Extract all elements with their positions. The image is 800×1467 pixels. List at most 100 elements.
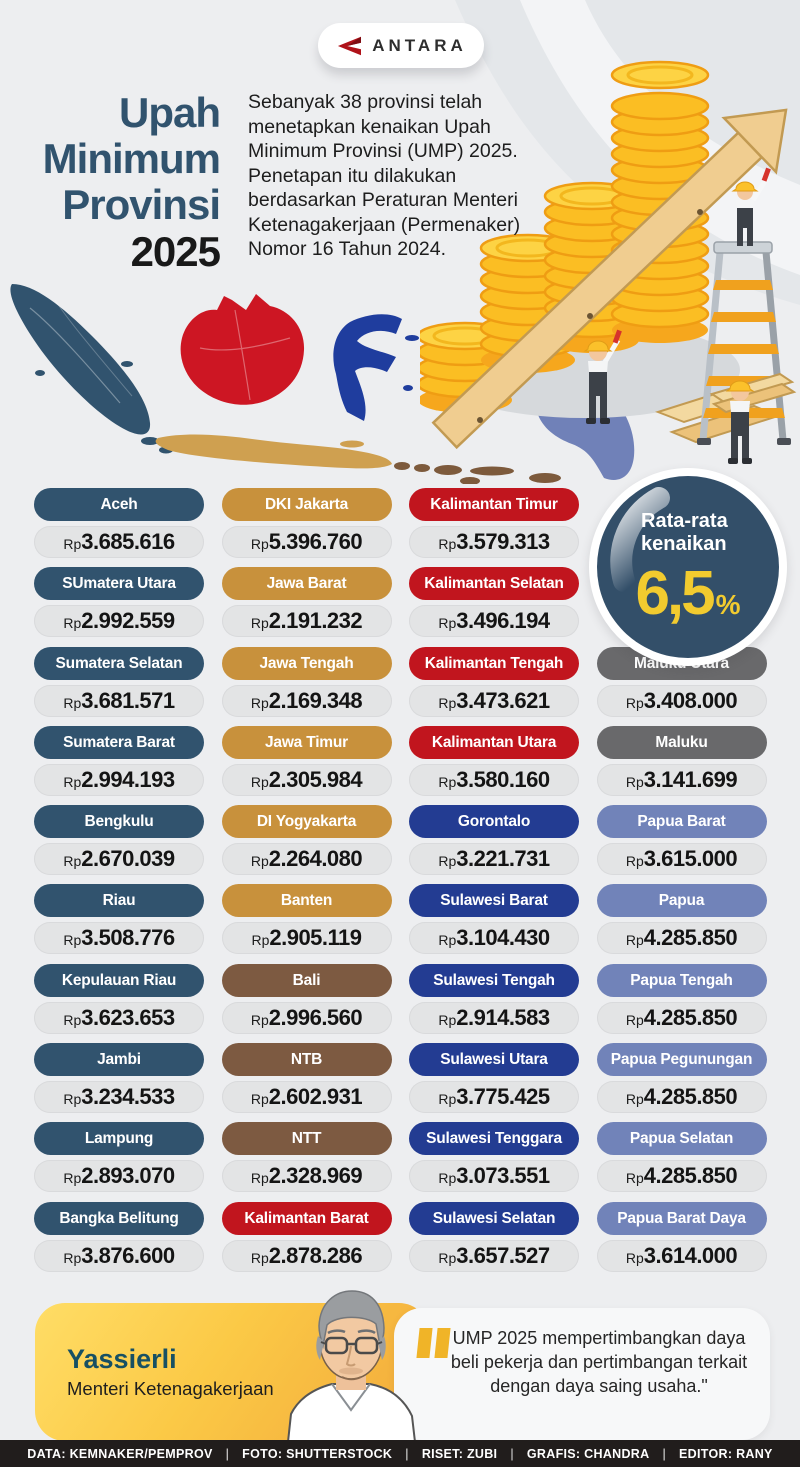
currency-prefix: Rp — [63, 536, 82, 552]
title-line-2: Minimum — [42, 135, 221, 182]
province-name-pill: NTB — [221, 1043, 392, 1077]
province-name-pill: Sulawesi Selatan — [409, 1201, 579, 1235]
province-name-pill: Bali — [221, 963, 392, 997]
currency-prefix: Rp — [438, 1011, 457, 1028]
badge-gloss-highlight — [610, 487, 670, 592]
province-name-pill: Sulawesi Tenggara — [409, 1122, 579, 1156]
wage-value: 2.670.039 — [81, 846, 175, 872]
currency-prefix: Rp — [625, 773, 644, 790]
province-wage-pill: Rp3.580.160 — [409, 763, 579, 796]
currency-prefix: Rp — [250, 615, 269, 632]
wage-value: 2.169.348 — [268, 687, 363, 713]
province-entry: Kepulauan Riau Rp3.623.653 — [34, 963, 204, 1034]
province-name-pill: Kalimantan Selatan — [409, 567, 579, 601]
province-name-pill: Sumatera Barat — [34, 725, 204, 759]
worker-painting — [583, 329, 622, 424]
province-wage-pill: Rp4.285.850 — [596, 922, 767, 955]
antara-logo: ANTARA — [318, 23, 484, 68]
province-wage-pill: Rp2.905.119 — [221, 922, 392, 955]
currency-prefix: Rp — [63, 1091, 82, 1108]
province-name-pill: Sulawesi Tengah — [409, 963, 579, 997]
currency-prefix: Rp — [250, 694, 269, 711]
title-line-3: Provinsi — [62, 181, 221, 228]
province-entry: Papua Rp4.285.850 — [596, 884, 767, 955]
map-region-kalimantan — [180, 294, 305, 405]
wage-value: 2.914.583 — [456, 1004, 550, 1030]
wage-value: 5.396.760 — [268, 529, 363, 554]
worker-carrying — [709, 372, 797, 464]
province-wage-pill: Rp3.681.571 — [34, 684, 204, 717]
wage-value: 3.221.731 — [456, 846, 550, 872]
province-name-pill: Papua Barat — [596, 805, 767, 839]
province-wage-pill: Rp4.285.850 — [596, 1081, 767, 1114]
province-entry: Banten Rp2.905.119 — [221, 884, 392, 955]
province-entry: Jawa Tengah Rp2.169.348 — [221, 646, 392, 717]
province-wage-pill: Rp3.221.731 — [409, 843, 579, 876]
province-name-pill: Sulawesi Barat — [409, 884, 579, 918]
province-wage-pill: Rp2.994.193 — [34, 763, 204, 796]
worker-on-ladder — [731, 167, 771, 246]
currency-prefix: Rp — [625, 1091, 644, 1108]
wage-column-3: Kalimantan Timur Rp3.579.313 Kalimantan Se… — [409, 488, 579, 1281]
province-name-pill: Sumatera Selatan — [34, 646, 204, 680]
wage-value: 2.994.193 — [81, 766, 175, 792]
quote-bubble: UMP 2025 mempertimbangkan daya beli peke… — [394, 1308, 770, 1440]
province-name-pill: NTT — [221, 1122, 392, 1156]
province-wage-pill: Rp2.670.039 — [34, 843, 204, 876]
province-name-pill: Kepulauan Riau — [34, 963, 204, 997]
province-entry: Sumatera Selatan Rp3.681.571 — [34, 646, 204, 717]
province-entry: Kalimantan Selatan Rp3.496.194 — [409, 567, 579, 638]
currency-prefix: Rp — [63, 1249, 82, 1266]
currency-prefix: Rp — [63, 1170, 82, 1187]
province-wage-pill: Rp4.285.850 — [596, 1160, 767, 1193]
province-wage-pill: Rp3.508.776 — [34, 922, 204, 955]
province-wage-pill: Rp3.473.621 — [409, 684, 579, 717]
currency-prefix: Rp — [625, 1170, 644, 1187]
province-name-pill: Kalimantan Tengah — [409, 646, 579, 680]
antara-arrow-icon — [338, 36, 362, 55]
currency-prefix: Rp — [63, 932, 82, 949]
page-title: Upah Minimum Provinsi 2025 — [26, 90, 221, 276]
currency-prefix: Rp — [625, 932, 644, 949]
wage-value: 2.996.560 — [268, 1004, 363, 1030]
province-wage-pill: Rp3.234.533 — [34, 1081, 204, 1114]
currency-prefix: Rp — [250, 853, 269, 870]
province-wage-pill: Rp5.396.760 — [221, 526, 392, 558]
wage-value: 3.508.776 — [81, 925, 175, 951]
province-wage-pill: Rp3.408.000 — [596, 684, 767, 717]
credit-separator: | — [225, 1446, 230, 1461]
province-entry: Bali Rp2.996.560 — [221, 963, 392, 1034]
province-wage-pill: Rp3.496.194 — [409, 605, 579, 638]
wage-value: 2.602.931 — [268, 1084, 363, 1110]
average-increase-badge: Rata-rata kenaikan 6,5% — [589, 468, 787, 666]
wage-value: 2.305.984 — [268, 766, 363, 792]
footer-credits: DATA: KEMNAKER/PEMPROV | FOTO: SHUTTERSTOC… — [0, 1440, 800, 1467]
province-wage-pill: Rp2.191.232 — [221, 605, 392, 638]
currency-prefix: Rp — [250, 1170, 269, 1187]
province-entry: Jambi Rp3.234.533 — [34, 1043, 204, 1114]
credit-item: GRAFIS: CHANDRA — [526, 1446, 650, 1461]
wage-value: 3.580.160 — [456, 766, 550, 792]
province-wage-pill: Rp4.285.850 — [596, 1001, 767, 1034]
province-entry: Kalimantan Tengah Rp3.473.621 — [409, 646, 579, 717]
province-entry: Lampung Rp2.893.070 — [34, 1122, 204, 1193]
province-wage-pill: Rp2.996.560 — [221, 1001, 392, 1034]
wage-value: 3.408.000 — [643, 687, 738, 713]
credit-item: RISET: ZUBI — [421, 1446, 498, 1461]
province-entry: Sulawesi Selatan Rp3.657.527 — [409, 1201, 579, 1272]
province-wage-pill: Rp3.685.616 — [34, 526, 204, 558]
province-entry: Sulawesi Utara Rp3.775.425 — [409, 1043, 579, 1114]
province-entry: Gorontalo Rp3.221.731 — [409, 805, 579, 876]
currency-prefix: Rp — [438, 853, 457, 870]
average-value-number: 6,5 — [635, 559, 715, 628]
growth-arrow — [431, 108, 788, 450]
credit-item: EDITOR: RANY — [679, 1446, 773, 1461]
average-value-unit: % — [715, 589, 741, 620]
province-name-pill: Jawa Barat — [221, 567, 392, 601]
province-name-pill: Gorontalo — [409, 805, 579, 839]
wage-value: 4.285.850 — [643, 1084, 738, 1110]
province-name-pill: Banten — [221, 884, 392, 918]
wage-value: 2.264.080 — [268, 846, 363, 872]
credit-separator: | — [510, 1446, 514, 1461]
